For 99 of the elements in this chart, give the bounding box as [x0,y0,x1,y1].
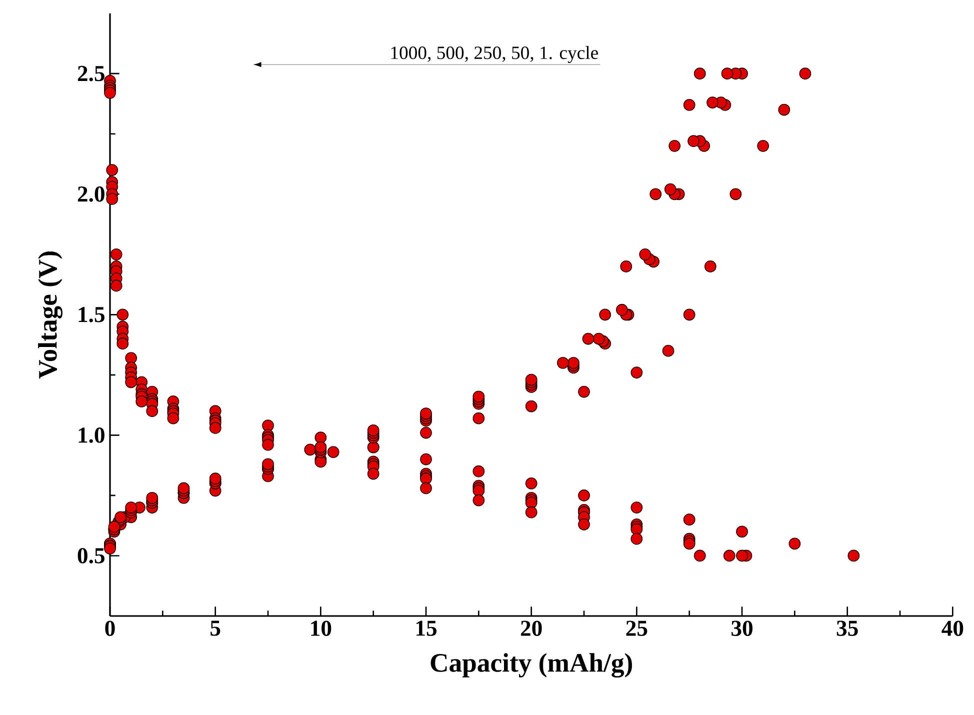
y-tick-label: 1.0 [78,428,104,443]
point [688,135,700,148]
point [108,520,120,533]
point [106,164,118,176]
point [472,412,485,424]
point [304,444,316,456]
point [620,260,632,272]
point [788,538,801,550]
point [314,456,327,468]
y-tick-label: 2.0 [78,186,104,202]
point [472,465,485,478]
point [136,396,148,408]
point [778,104,790,116]
point [723,550,736,562]
point [694,68,706,80]
point [125,502,138,514]
point [736,550,748,562]
point [736,526,748,538]
point [578,490,590,502]
x-tick-label: 20 [520,620,542,636]
x-tick-label: 40 [942,620,964,636]
point [367,424,380,436]
point [706,96,718,108]
point [262,420,274,432]
point [367,468,380,480]
point [420,453,432,466]
x-tick-label: 35 [836,620,858,636]
y-tick-label: 2.5 [78,66,104,82]
point [525,496,538,509]
point [420,482,432,494]
point [639,248,652,260]
point [683,99,696,111]
point [630,366,643,378]
x-tick-label: 30 [732,620,752,636]
point [664,183,676,196]
point [616,304,628,316]
point [178,482,190,494]
x-tick-label: 5 [210,620,220,636]
point [848,550,860,562]
point [116,308,129,321]
point [209,472,222,485]
point [262,438,274,451]
point [106,193,118,205]
point [578,386,590,398]
y-tick-label: 1.5 [78,307,104,322]
point [525,477,538,490]
x-tick-label: 10 [311,620,332,636]
point [721,68,734,80]
point [557,356,569,369]
point [578,518,590,530]
y-tick-label: 0.5 [78,548,104,564]
point [650,188,662,200]
point [683,514,696,526]
point [104,86,116,99]
point [630,523,643,536]
annotation: 1000, 500, 250, 50, 1. cycle [391,46,598,63]
point [704,260,716,272]
point [525,374,538,386]
point [327,446,340,458]
point [146,492,158,504]
point [420,472,432,485]
x-tick-label: 0 [105,620,115,636]
point [757,140,769,152]
point [592,332,605,345]
x-tick-label: 25 [626,620,648,636]
point [110,280,122,292]
point [799,68,812,80]
point [314,432,327,444]
point [568,356,580,369]
point [262,458,274,470]
point [110,248,122,260]
point [420,426,432,439]
point [730,188,742,200]
point [472,484,485,497]
point [668,140,681,152]
y-axis-title: Voltage (V) [38,252,62,379]
point [683,308,696,321]
point [525,400,538,412]
point [125,352,138,364]
point [599,308,611,321]
point [683,538,696,550]
point [694,550,706,562]
point [116,338,129,350]
x-axis-title: Capacity (mAh/g) [430,653,632,678]
point [146,405,158,418]
point [104,542,116,554]
point [472,494,485,506]
point [420,408,432,420]
point [209,422,222,434]
point [525,506,538,518]
point [167,412,180,424]
x-tick-label: 15 [416,620,436,636]
point [125,376,138,388]
point [630,502,643,514]
point [662,344,674,357]
point [630,532,643,545]
point [114,511,126,524]
point [472,390,485,403]
point [582,332,594,345]
